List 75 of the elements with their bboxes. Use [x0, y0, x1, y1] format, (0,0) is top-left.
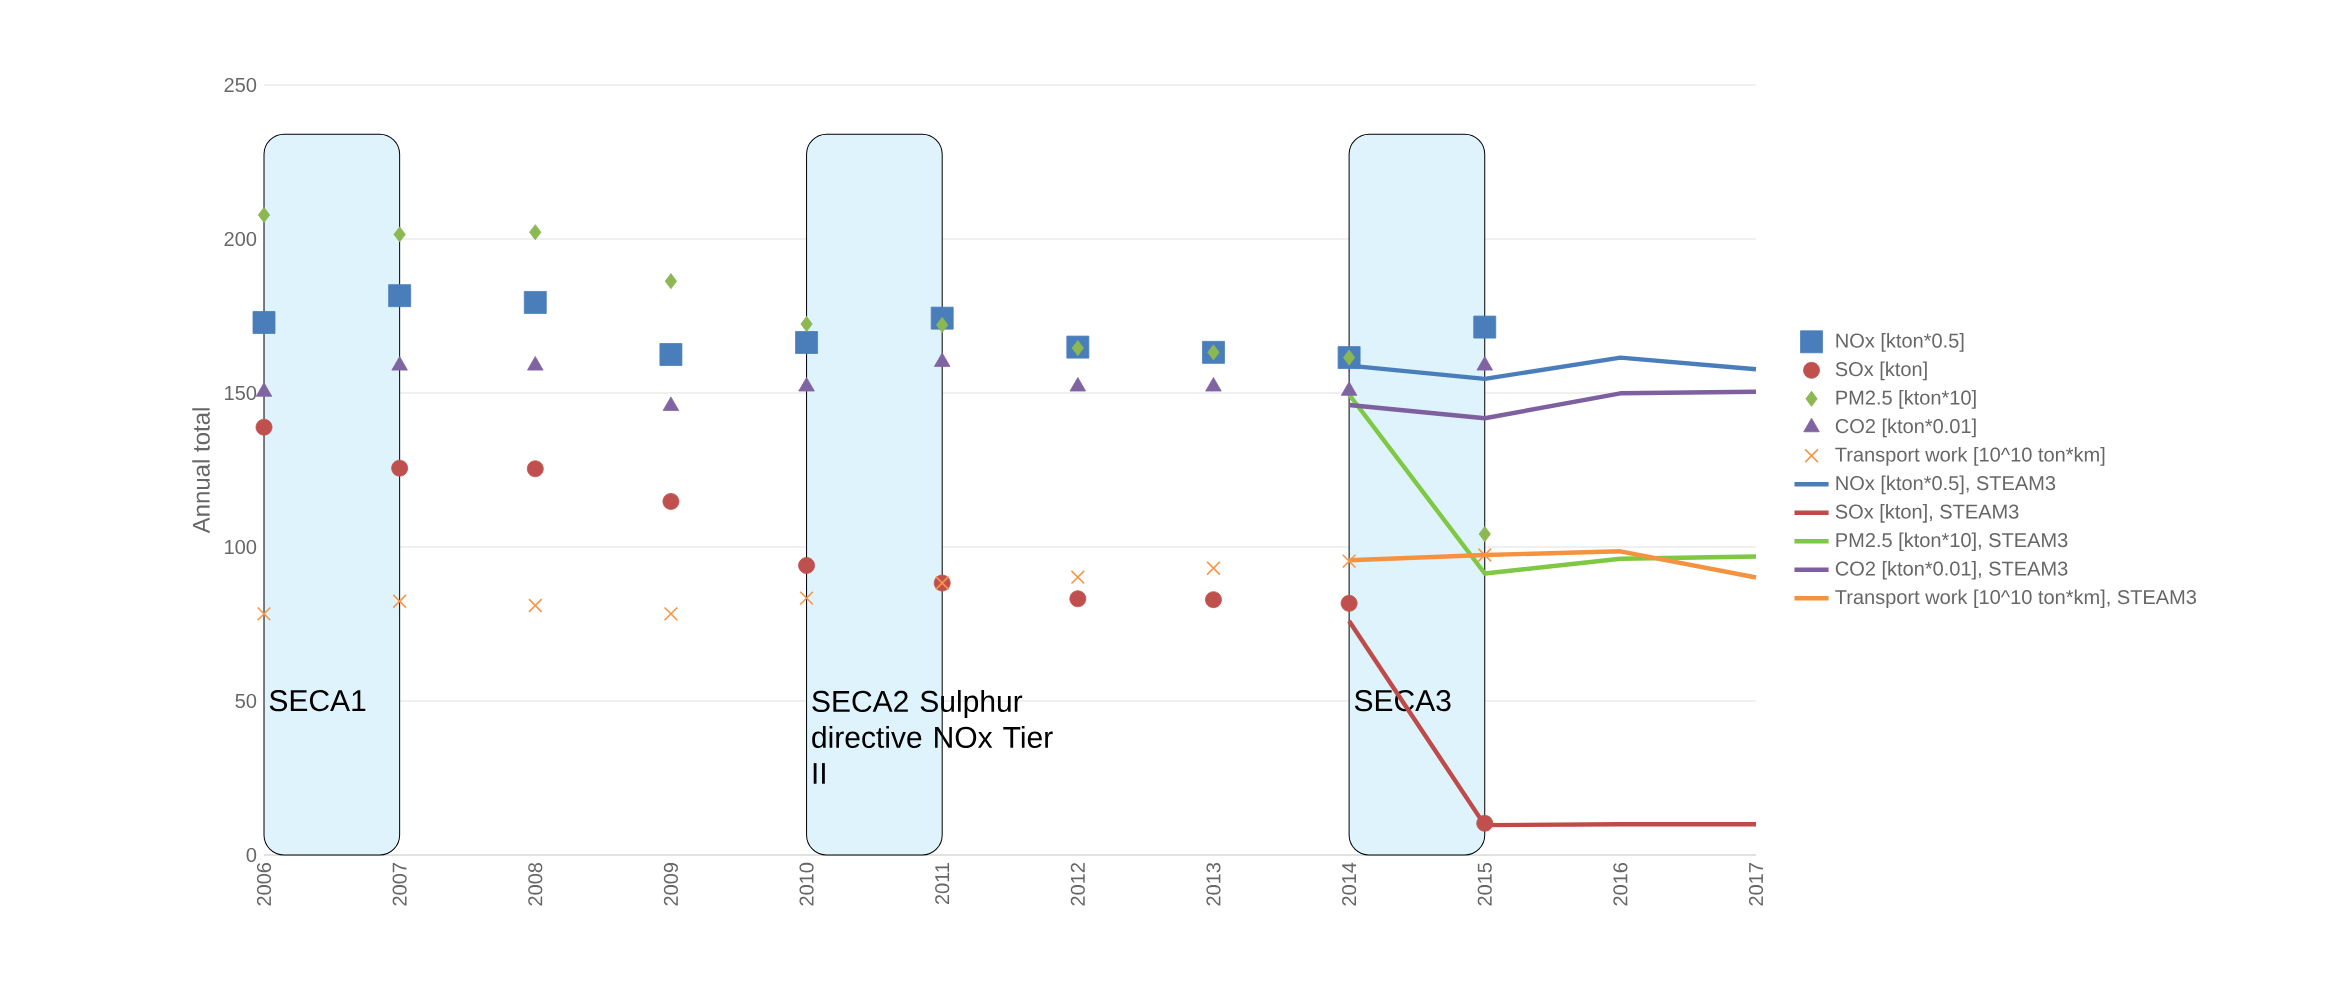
legend-label: NOx [kton*0.5], STEAM3	[1836, 475, 2056, 495]
point	[664, 273, 678, 290]
legend-label: NOx [kton*0.5]	[1836, 333, 1964, 352]
point	[1341, 554, 1357, 569]
y-axis-title: Annual total	[192, 408, 210, 534]
x-tick-label: 2014	[1342, 862, 1357, 906]
point	[257, 206, 271, 223]
point	[392, 594, 407, 609]
x-tick-label: 2008	[528, 862, 543, 906]
point	[1069, 377, 1087, 392]
x-tick-label: 2012	[1070, 863, 1085, 906]
line-series	[1346, 549, 1759, 580]
y-tick-label: 250	[224, 77, 257, 93]
x-tick-label: 2015	[1477, 862, 1492, 906]
point	[391, 459, 409, 477]
line-series	[1346, 389, 1759, 421]
x-tick-label: 2010	[799, 862, 814, 906]
point	[1476, 356, 1493, 371]
x-tick-label: 2011	[935, 863, 950, 905]
point	[526, 460, 544, 478]
point	[800, 316, 813, 332]
point	[256, 606, 272, 621]
point	[1205, 591, 1222, 609]
point	[528, 598, 543, 613]
point	[1069, 590, 1087, 608]
band-label: SECA1	[269, 690, 366, 712]
point	[798, 377, 815, 392]
point	[1207, 344, 1220, 361]
point	[529, 224, 542, 241]
point	[527, 356, 544, 371]
point	[1340, 594, 1358, 612]
point	[252, 311, 276, 334]
point	[663, 606, 679, 621]
legend-label: SOx [kton]	[1835, 361, 1927, 381]
point	[1205, 377, 1222, 392]
legend-label: SOx [kton], STEAM3	[1835, 503, 2019, 523]
point	[659, 343, 683, 366]
point	[523, 291, 547, 314]
point	[255, 382, 273, 397]
point	[1343, 349, 1356, 366]
x-tick-label: 2013	[1206, 862, 1221, 906]
x-tick-label: 2007	[392, 863, 407, 906]
point	[662, 493, 680, 510]
point	[795, 331, 818, 354]
y-tick-label: 100	[225, 539, 257, 555]
point	[1206, 561, 1221, 576]
y-tick-label: 200	[224, 231, 257, 247]
x-tick-label: 2009	[663, 863, 678, 906]
legend-label: PM2.5 [kton*10]	[1836, 390, 1976, 409]
point	[391, 356, 408, 371]
point	[255, 418, 273, 436]
point	[1476, 814, 1494, 832]
point	[799, 590, 814, 606]
point	[393, 226, 406, 243]
point	[1473, 315, 1497, 339]
legend-label: CO2 [kton*0.01], STEAM3	[1835, 560, 2068, 580]
point	[1477, 547, 1492, 563]
point	[1070, 570, 1085, 585]
legend-label: Transport work [10^10 ton*km]	[1835, 447, 2105, 466]
y-tick-label: 0	[246, 847, 257, 863]
legend-label: PM2.5 [kton*10], STEAM3	[1836, 532, 2068, 552]
point	[936, 316, 949, 333]
point	[934, 352, 951, 367]
y-tick-label: 50	[235, 693, 257, 709]
point	[1071, 340, 1084, 357]
point	[388, 284, 412, 308]
legend-label: Transport work [10^10 ton*km], STEAM3	[1835, 589, 2197, 609]
y-tick-label: 150	[225, 385, 257, 401]
point	[1340, 381, 1358, 396]
x-tick-label: 2016	[1613, 862, 1628, 906]
point	[798, 557, 815, 574]
legend-label: CO2 [kton*0.01]	[1835, 418, 1976, 438]
x-tick-label: 2017	[1748, 863, 1764, 906]
point	[1478, 526, 1491, 543]
x-tick-label: 2006	[256, 862, 272, 906]
